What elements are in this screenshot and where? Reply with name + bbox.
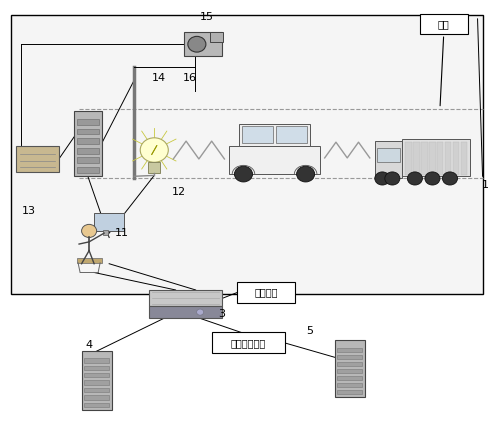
FancyBboxPatch shape [77,119,99,125]
FancyBboxPatch shape [229,146,320,174]
FancyBboxPatch shape [77,148,99,154]
FancyBboxPatch shape [84,395,109,400]
FancyBboxPatch shape [461,142,467,175]
FancyBboxPatch shape [84,358,109,363]
FancyBboxPatch shape [74,111,102,176]
Circle shape [443,172,458,185]
FancyBboxPatch shape [405,142,412,175]
FancyBboxPatch shape [103,230,108,235]
FancyBboxPatch shape [276,126,307,143]
Circle shape [234,166,253,182]
FancyBboxPatch shape [337,362,362,367]
Text: 车道: 车道 [438,19,450,29]
FancyBboxPatch shape [337,369,362,374]
FancyBboxPatch shape [335,340,365,397]
Text: 1: 1 [481,180,488,190]
FancyBboxPatch shape [82,351,112,410]
Circle shape [188,37,206,52]
FancyBboxPatch shape [453,142,460,175]
FancyBboxPatch shape [77,158,99,163]
FancyBboxPatch shape [237,282,295,303]
FancyBboxPatch shape [420,14,468,34]
Text: 3: 3 [218,309,225,319]
FancyBboxPatch shape [94,213,124,231]
Text: 高速公路系统: 高速公路系统 [231,338,266,348]
Text: 15: 15 [200,12,214,22]
FancyBboxPatch shape [337,383,362,388]
FancyBboxPatch shape [17,146,59,172]
FancyBboxPatch shape [77,258,102,263]
Text: 4: 4 [86,340,93,350]
Circle shape [297,166,314,182]
FancyBboxPatch shape [149,306,222,319]
FancyBboxPatch shape [239,124,309,146]
FancyBboxPatch shape [149,290,222,306]
Circle shape [197,309,204,315]
Text: 5: 5 [306,326,313,337]
FancyBboxPatch shape [413,142,420,175]
Circle shape [375,172,390,185]
FancyBboxPatch shape [84,366,109,370]
FancyBboxPatch shape [210,33,223,42]
FancyBboxPatch shape [429,142,435,175]
Circle shape [140,138,168,162]
Text: 11: 11 [115,228,129,238]
FancyBboxPatch shape [12,15,482,294]
FancyBboxPatch shape [77,138,99,144]
FancyBboxPatch shape [337,376,362,381]
FancyBboxPatch shape [377,147,400,162]
FancyBboxPatch shape [242,126,273,143]
FancyBboxPatch shape [402,139,470,176]
FancyBboxPatch shape [77,167,99,173]
Circle shape [82,224,97,238]
Circle shape [385,172,400,185]
Text: 12: 12 [172,187,186,197]
Text: 13: 13 [22,206,36,216]
Text: 其他车道: 其他车道 [254,288,278,297]
Circle shape [425,172,440,185]
FancyBboxPatch shape [84,388,109,392]
FancyBboxPatch shape [84,403,109,407]
FancyBboxPatch shape [436,142,444,175]
FancyBboxPatch shape [375,141,402,179]
Text: 16: 16 [182,73,197,83]
FancyBboxPatch shape [421,142,427,175]
FancyBboxPatch shape [337,348,362,352]
FancyBboxPatch shape [148,162,160,173]
FancyBboxPatch shape [184,32,222,56]
FancyBboxPatch shape [77,128,99,134]
FancyBboxPatch shape [337,355,362,359]
FancyBboxPatch shape [337,390,362,394]
FancyBboxPatch shape [445,142,452,175]
FancyBboxPatch shape [84,381,109,385]
Circle shape [407,172,422,185]
Text: 14: 14 [152,73,166,83]
FancyBboxPatch shape [84,373,109,378]
FancyBboxPatch shape [212,332,285,353]
